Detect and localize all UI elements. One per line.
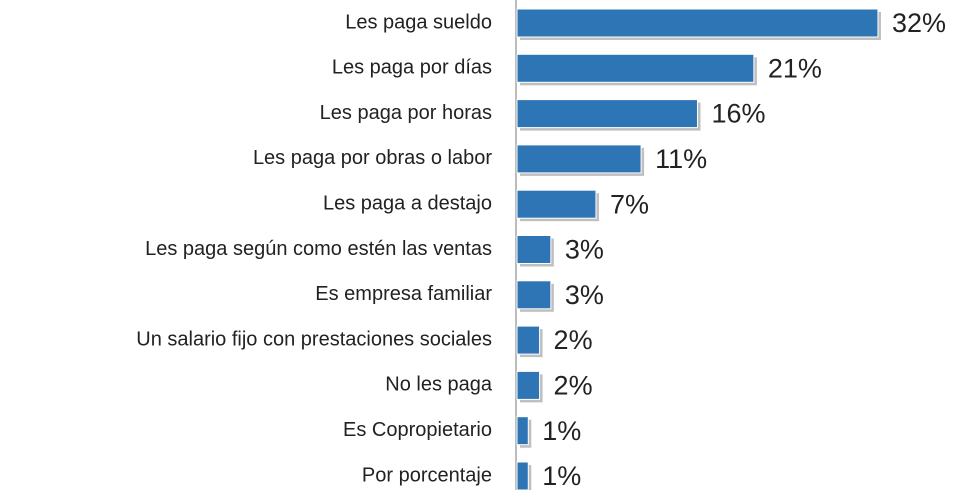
category-label: Es Copropietario: [343, 419, 492, 441]
value-label: 32%: [892, 8, 946, 38]
bar: [516, 280, 552, 310]
value-label: 1%: [542, 461, 581, 490]
value-label: 21%: [768, 53, 822, 83]
bar: [516, 8, 879, 38]
value-label: 1%: [542, 416, 581, 446]
bar: [516, 370, 541, 400]
bar: [516, 416, 529, 446]
value-label: 11%: [655, 144, 707, 174]
category-label: No les paga: [385, 374, 493, 396]
value-label: 2%: [554, 371, 593, 401]
bar: [516, 144, 642, 174]
bar: [516, 325, 541, 355]
category-label: Les paga por horas: [320, 102, 492, 124]
value-label: 7%: [610, 189, 649, 219]
category-label: Un salario fijo con prestaciones sociale…: [136, 328, 492, 350]
category-label: Les paga a destajo: [323, 192, 492, 214]
bar: [516, 99, 698, 129]
category-label: Les paga por días: [332, 57, 492, 79]
bar: [516, 53, 755, 83]
value-label: 3%: [565, 235, 604, 265]
category-label: Les paga según como estén las ventas: [145, 238, 492, 260]
category-label: Les paga sueldo: [345, 11, 492, 33]
value-label: 2%: [554, 325, 593, 355]
bar: [516, 235, 552, 264]
value-label: 16%: [711, 99, 765, 129]
bar: [516, 189, 597, 219]
category-label: Por porcentaje: [362, 464, 492, 486]
category-label: Es empresa familiar: [315, 283, 492, 305]
value-label: 3%: [565, 280, 604, 310]
bar: [516, 461, 529, 490]
category-label: Les paga por obras o labor: [253, 147, 492, 169]
